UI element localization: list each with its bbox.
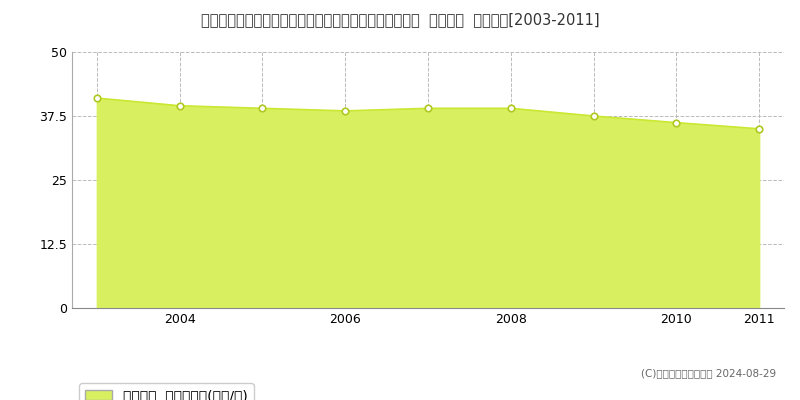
- Text: 埼玉県さいたま市見沼区大字大谷字稲荷１４９番１７外  基準地価  地価推移[2003-2011]: 埼玉県さいたま市見沼区大字大谷字稲荷１４９番１７外 基準地価 地価推移[2003…: [201, 12, 599, 27]
- Point: [422, 105, 434, 112]
- Text: (C)土地価格ドットコム 2024-08-29: (C)土地価格ドットコム 2024-08-29: [641, 368, 776, 378]
- Point: [256, 105, 269, 112]
- Point: [174, 102, 186, 109]
- Point: [753, 126, 766, 132]
- Point: [670, 120, 682, 126]
- Point: [339, 108, 352, 114]
- Point: [587, 113, 600, 119]
- Point: [90, 95, 103, 101]
- Point: [504, 105, 517, 112]
- Legend: 基準地価  平均坪単価(万円/坪): 基準地価 平均坪単価(万円/坪): [79, 384, 254, 400]
